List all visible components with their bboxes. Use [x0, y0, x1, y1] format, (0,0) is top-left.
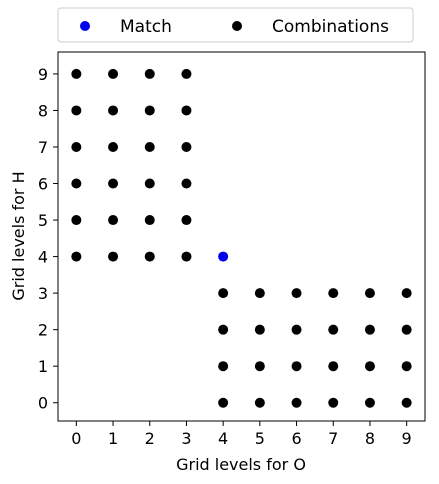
point-combinations	[144, 251, 155, 262]
point-combinations	[144, 141, 155, 152]
point-combinations	[328, 361, 339, 372]
x-tick-label: 9	[402, 429, 412, 448]
y-axis: 0 1 2 3 4 5 6 7 8 9	[38, 65, 58, 413]
point-combinations	[328, 288, 339, 299]
x-tick-label: 4	[218, 429, 228, 448]
legend-label-combinations: Combinations	[272, 17, 389, 37]
y-tick-label: 2	[38, 321, 48, 340]
point-combinations	[71, 251, 82, 262]
point-combinations	[401, 324, 412, 335]
point-combinations	[328, 324, 339, 335]
data-points	[71, 68, 412, 408]
point-combinations	[108, 215, 119, 226]
point-combinations	[291, 288, 302, 299]
point-combinations	[71, 105, 82, 116]
point-combinations	[254, 361, 265, 372]
point-combinations	[254, 324, 265, 335]
y-tick-label: 3	[38, 284, 48, 303]
point-combinations	[181, 68, 192, 79]
point-combinations	[108, 141, 119, 152]
point-combinations	[108, 68, 119, 79]
point-combinations	[144, 215, 155, 226]
point-combinations	[401, 397, 412, 408]
point-combinations	[71, 141, 82, 152]
x-tick-label: 8	[365, 429, 375, 448]
point-combinations	[71, 215, 82, 226]
point-combinations	[218, 361, 229, 372]
x-axis: 0 1 2 3 4 5 6 7 8 9	[71, 421, 412, 448]
point-combinations	[401, 288, 412, 299]
y-tick-label: 0	[38, 394, 48, 413]
point-combinations	[181, 141, 192, 152]
x-tick-label: 7	[328, 429, 338, 448]
point-combinations	[218, 324, 229, 335]
point-combinations	[181, 215, 192, 226]
point-combinations	[144, 105, 155, 116]
point-combinations	[364, 324, 375, 335]
legend-label-match: Match	[120, 17, 172, 37]
point-combinations	[364, 288, 375, 299]
point-combinations	[108, 251, 119, 262]
legend-marker-match	[80, 21, 90, 31]
y-tick-label: 8	[38, 101, 48, 120]
x-tick-label: 3	[181, 429, 191, 448]
point-combinations	[71, 178, 82, 189]
point-combinations	[328, 397, 339, 408]
legend-marker-combinations	[232, 21, 242, 31]
point-combinations	[144, 178, 155, 189]
x-tick-label: 0	[71, 429, 81, 448]
point-combinations	[291, 397, 302, 408]
x-tick-label: 2	[145, 429, 155, 448]
point-combinations	[181, 251, 192, 262]
y-tick-label: 4	[38, 248, 48, 267]
point-match	[218, 251, 229, 262]
point-combinations	[364, 397, 375, 408]
point-combinations	[401, 361, 412, 372]
y-tick-label: 9	[38, 65, 48, 84]
point-combinations	[108, 105, 119, 116]
point-combinations	[71, 68, 82, 79]
x-tick-label: 1	[108, 429, 118, 448]
point-combinations	[291, 324, 302, 335]
point-combinations	[181, 178, 192, 189]
legend: Match Combinations	[57, 7, 414, 43]
x-tick-label: 6	[291, 429, 301, 448]
point-combinations	[144, 68, 155, 79]
y-tick-label: 5	[38, 211, 48, 230]
plot-area	[57, 51, 426, 422]
point-combinations	[218, 288, 229, 299]
point-combinations	[254, 288, 265, 299]
point-combinations	[218, 397, 229, 408]
point-combinations	[254, 397, 265, 408]
y-tick-label: 7	[38, 138, 48, 157]
y-tick-label: 6	[38, 175, 48, 194]
x-tick-label: 5	[255, 429, 265, 448]
x-axis-label: Grid levels for O	[176, 455, 306, 474]
y-axis-label: Grid levels for H	[9, 171, 28, 300]
point-combinations	[108, 178, 119, 189]
point-combinations	[291, 361, 302, 372]
point-combinations	[364, 361, 375, 372]
y-tick-label: 1	[38, 357, 48, 376]
point-combinations	[181, 105, 192, 116]
